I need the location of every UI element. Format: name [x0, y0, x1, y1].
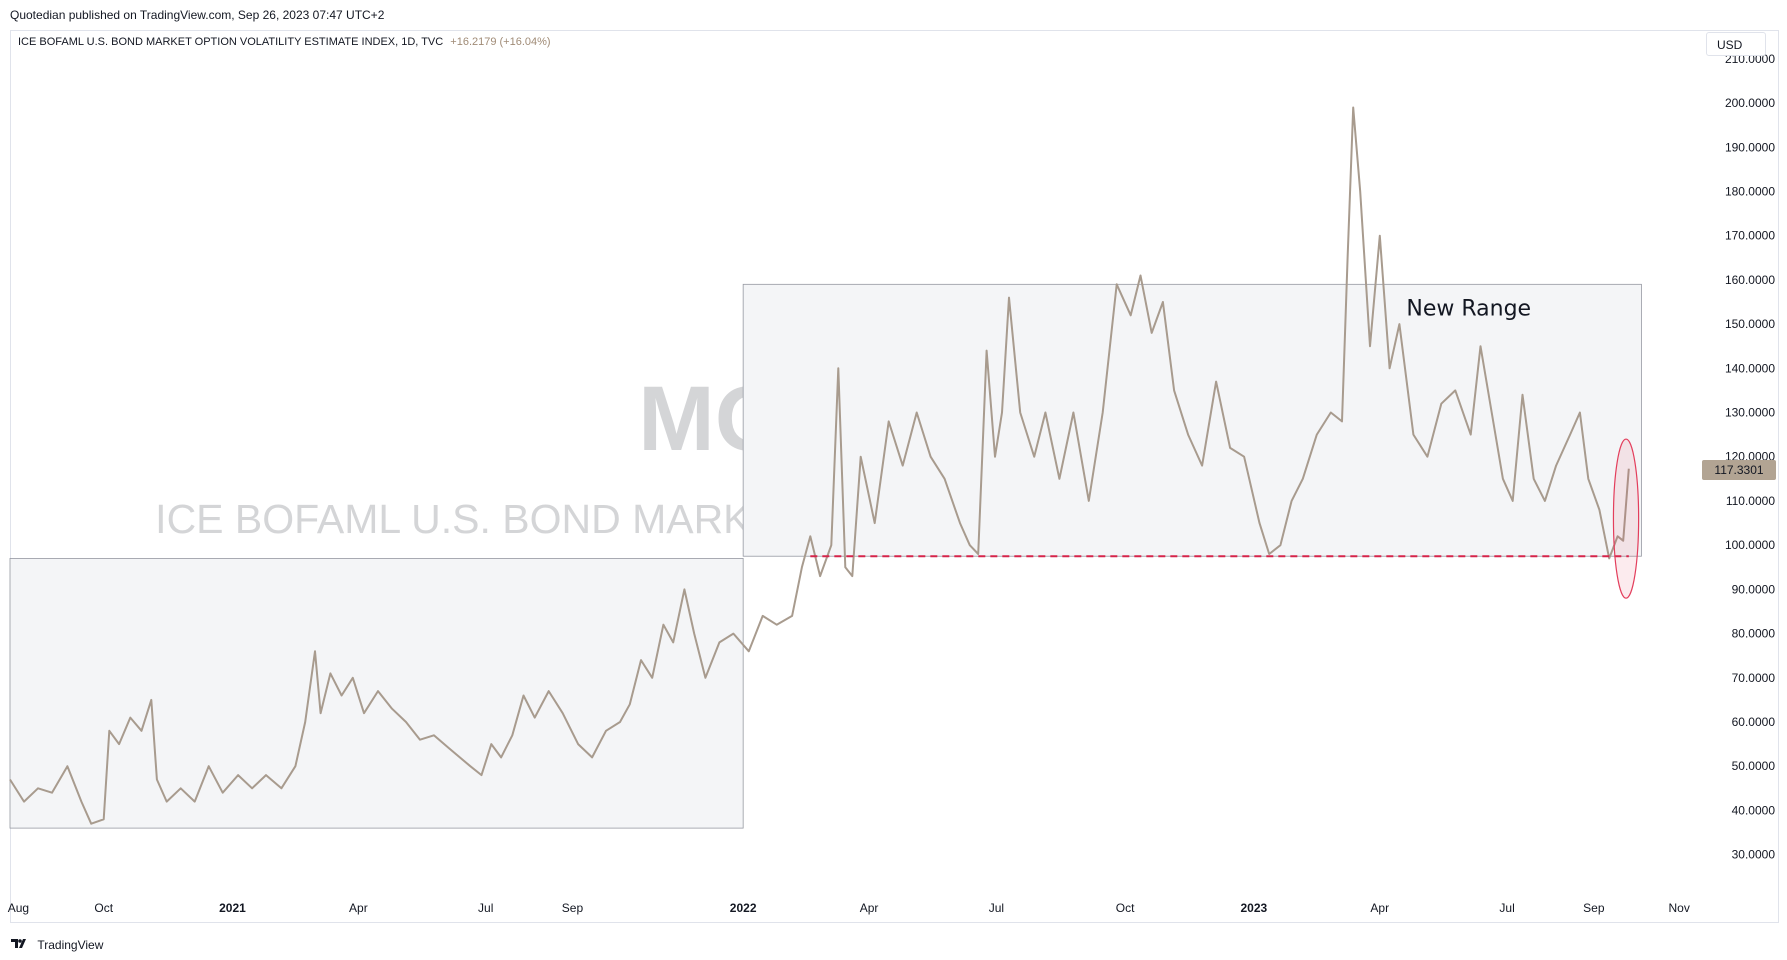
x-tick-label: Jul [989, 901, 1004, 915]
x-tick-label: Sep [562, 901, 584, 915]
x-tick-label: 2021 [219, 901, 246, 915]
x-tick-label: 2022 [730, 901, 757, 915]
y-tick-label: 30.0000 [1732, 848, 1776, 862]
y-tick-label: 160.0000 [1725, 273, 1775, 287]
y-tick-label: 70.0000 [1732, 671, 1776, 685]
y-tick-label: 190.0000 [1725, 140, 1775, 154]
move-index-line [9, 106, 1630, 825]
y-tick-label: 130.0000 [1725, 406, 1775, 420]
x-tick-label: 2023 [1241, 901, 1268, 915]
y-tick-label: 150.0000 [1725, 317, 1775, 331]
x-tick-label: Apr [860, 901, 879, 915]
y-tick-label: 200.0000 [1725, 96, 1775, 110]
x-tick-label: Aug [8, 901, 29, 915]
range-boxes [9, 283, 1642, 829]
series-group [9, 106, 1630, 825]
published-by-text: Quotedian published on TradingView.com, … [10, 8, 385, 22]
x-tick-label: Nov [1669, 901, 1690, 915]
legend[interactable]: ICE BOFAML U.S. BOND MARKET OPTION VOLAT… [18, 36, 551, 48]
y-tick-label: 40.0000 [1732, 803, 1776, 817]
header: Quotedian published on TradingView.com, … [0, 0, 1787, 30]
y-tick-label: 140.0000 [1725, 361, 1775, 375]
footer: TradingView [10, 937, 103, 953]
y-tick-label: 50.0000 [1732, 759, 1776, 773]
y-tick-label: 60.0000 [1732, 715, 1776, 729]
new-range-label: New Range [1406, 296, 1531, 321]
x-tick-label: Apr [1370, 901, 1389, 915]
x-tick-label: Jul [478, 901, 493, 915]
footer-brand: TradingView [37, 937, 104, 952]
chart-frame[interactable] [10, 30, 1779, 923]
range-box-1 [742, 283, 1642, 557]
legend-title: ICE BOFAML U.S. BOND MARKET OPTION VOLAT… [18, 36, 444, 48]
y-tick-label: 180.0000 [1725, 184, 1775, 198]
y-tick-label: 90.0000 [1732, 582, 1776, 596]
x-tick-label: Oct [94, 901, 113, 915]
annotations: New Range [810, 296, 1640, 599]
y-tick-label: 100.0000 [1725, 538, 1775, 552]
x-tick-label: Sep [1583, 901, 1605, 915]
breakout-highlight-ellipse [1612, 438, 1640, 599]
x-tick-label: Apr [349, 901, 368, 915]
tradingview-logo-icon [10, 938, 30, 952]
last-price-badge: 117.3301 [1702, 460, 1776, 480]
y-tick-label: 170.0000 [1725, 229, 1775, 243]
x-tick-label: Jul [1499, 901, 1514, 915]
time-axis[interactable]: Aug Oct 2021 Apr Jul Sep 2022 Apr Jul Oct 2023 Apr J… [8, 901, 1690, 915]
x-tick-label: Oct [1116, 901, 1135, 915]
currency-selector[interactable]: USD [1706, 32, 1766, 56]
y-tick-label: 80.0000 [1732, 627, 1776, 641]
legend-change: +16.2179 (+16.04%) [450, 36, 551, 48]
range-box-0 [9, 558, 744, 829]
price-axis[interactable]: 30.0000 40.0000 50.0000 60.0000 70.0000 80.00… [1725, 52, 1775, 862]
y-tick-label: 110.0000 [1726, 494, 1775, 508]
